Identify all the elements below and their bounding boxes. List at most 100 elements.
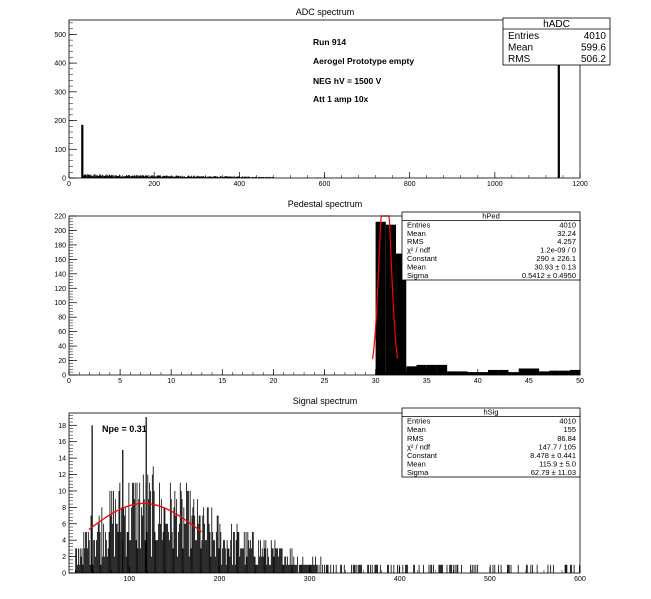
histogram-bin: [552, 564, 554, 573]
y-tick-label: 8: [62, 505, 66, 512]
histogram-bin: [398, 564, 400, 573]
stats-row-label: RMS: [407, 237, 424, 246]
histogram-bin: [258, 540, 260, 573]
stats-row-label: RMS: [407, 434, 424, 443]
histogram-bin: [243, 531, 245, 573]
x-tick-label: 500: [484, 576, 496, 583]
histogram-bin: [473, 564, 475, 573]
histogram-bin: [148, 499, 150, 573]
stats-row-value: 1.2e-09 / 0: [540, 246, 576, 255]
histogram-bin: [178, 523, 180, 573]
histogram-bin: [518, 368, 529, 375]
stats-row-label: χ² / ndf: [407, 442, 431, 451]
histogram-bin: [124, 507, 126, 573]
histogram-bin: [285, 556, 287, 573]
histogram-bin: [229, 556, 231, 573]
histogram-bin: [99, 531, 101, 573]
histogram-bin: [202, 515, 204, 573]
histogram-bin: [388, 564, 389, 573]
histogram-bin: [83, 531, 85, 573]
histogram-bin: [128, 482, 130, 573]
histogram-bin: [173, 507, 175, 573]
y-tick-label: 120: [54, 286, 66, 293]
histogram-bin: [240, 548, 242, 573]
histogram-bars: [375, 221, 580, 375]
histogram-bin: [304, 564, 306, 573]
histogram-bin: [226, 540, 228, 573]
stats-row-label: Mean: [407, 262, 426, 271]
histogram-bin: [158, 523, 160, 573]
histogram-bin: [312, 556, 314, 573]
histogram-bin: [396, 253, 407, 375]
histogram-bin: [294, 564, 296, 573]
histogram-bin: [154, 531, 156, 573]
histogram-bin: [142, 515, 143, 573]
histogram-bin: [89, 564, 91, 573]
histogram-bin: [141, 507, 142, 573]
histogram-bin: [138, 499, 140, 573]
histogram-bin: [277, 548, 278, 573]
histogram-bin: [263, 540, 265, 573]
histogram-bin: [82, 564, 84, 573]
chart-title: ADC spectrum: [296, 7, 355, 17]
histogram-bin: [283, 564, 285, 573]
histogram-bin: [169, 540, 170, 573]
histogram-bin: [133, 499, 135, 573]
histogram-bin: [110, 515, 112, 573]
histogram-bin: [428, 564, 430, 573]
stats-row-value: 8.478 ± 0.441: [530, 451, 576, 460]
histogram-bin: [300, 564, 302, 573]
histogram-bin: [390, 564, 392, 573]
histogram-bin: [438, 564, 440, 573]
histogram-bin: [288, 564, 290, 573]
histogram-bin: [215, 556, 216, 573]
histogram-bin: [87, 548, 88, 573]
histogram-bin: [379, 564, 381, 573]
histogram-bin: [179, 482, 181, 573]
histogram-bin: [507, 564, 509, 573]
histogram-bin: [405, 564, 406, 573]
histogram-bin: [579, 564, 580, 573]
histogram-bin: [237, 531, 239, 573]
histogram-bin: [75, 548, 77, 573]
histogram-bin: [115, 523, 117, 573]
stats-box-name: hSig: [483, 408, 498, 417]
histogram-bin: [488, 369, 499, 375]
stats-row-label: Mean: [508, 43, 533, 54]
annotation-text: NEG hV = 1500 V: [313, 76, 382, 86]
histogram-bin: [97, 523, 99, 573]
histogram-bin: [298, 564, 300, 573]
stats-row-value: 0.5412 ± 0.4950: [522, 271, 576, 280]
histogram-bin: [168, 531, 169, 573]
stats-box-frame: [502, 17, 611, 66]
histogram-bin: [278, 548, 280, 573]
histogram-bin: [100, 564, 102, 573]
histogram-bin: [565, 564, 567, 573]
histogram-bin: [360, 564, 361, 573]
histogram-bin: [160, 499, 162, 573]
histogram-bin: [492, 564, 494, 573]
histogram-bin: [218, 548, 220, 573]
stats-box: hADC Entries 4010 Mean 599.6 RMS 506.2: [502, 17, 611, 66]
histogram-bin: [157, 540, 159, 573]
histogram-bin: [105, 540, 107, 573]
histogram-bin: [114, 556, 115, 573]
histogram-bin: [267, 548, 269, 573]
annotation-text: Att 1 amp 10x: [313, 94, 369, 104]
histogram-bin: [130, 540, 132, 573]
histogram-bin: [165, 523, 167, 573]
stats-box-frame: [401, 407, 581, 478]
histogram-bin: [101, 507, 103, 573]
histogram-bin: [239, 556, 241, 573]
stats-row-label: Constant: [407, 451, 438, 460]
histogram-bin: [272, 548, 274, 573]
histogram-bars: [75, 417, 580, 573]
histogram-bin: [327, 564, 329, 573]
histogram-bin: [359, 564, 360, 573]
histogram-bin: [245, 531, 247, 573]
histogram-bin: [223, 540, 224, 573]
y-tick-label: 300: [54, 89, 66, 96]
histogram-bin: [137, 548, 139, 573]
histogram-bin: [376, 564, 378, 573]
histogram-bin: [517, 564, 519, 573]
